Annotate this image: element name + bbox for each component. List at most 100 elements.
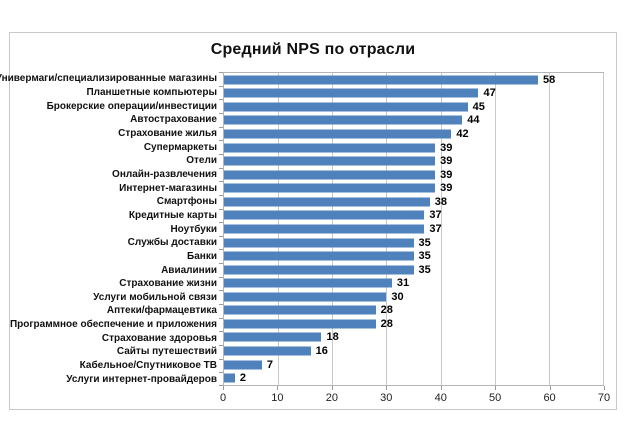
bar bbox=[224, 292, 387, 302]
bar bbox=[224, 305, 376, 315]
category-tick-mark bbox=[219, 236, 223, 237]
bar-row: 35 bbox=[224, 236, 603, 250]
bar-row: 45 bbox=[224, 100, 603, 114]
category-label: Планшетные компьютеры bbox=[86, 86, 217, 98]
gridline bbox=[440, 73, 442, 385]
bar-row: 39 bbox=[224, 141, 603, 155]
bar bbox=[224, 75, 539, 85]
category-label: Аптеки/фармацевтика bbox=[106, 305, 217, 317]
category-label: Услуги интернет-провайдеров bbox=[66, 373, 217, 385]
x-axis-tick-marks bbox=[223, 386, 605, 391]
bar-value-label: 35 bbox=[418, 263, 431, 276]
category-tick-mark bbox=[219, 290, 223, 291]
bar-value-label: 42 bbox=[456, 128, 469, 141]
bar bbox=[224, 346, 311, 356]
bar-row: 39 bbox=[224, 154, 603, 168]
category-label: Службы доставки bbox=[127, 237, 217, 249]
x-tick-mark bbox=[440, 386, 442, 390]
bar-row: 38 bbox=[224, 195, 603, 209]
bar bbox=[224, 88, 479, 98]
bar bbox=[224, 251, 414, 261]
bar-value-label: 30 bbox=[391, 290, 404, 303]
category-label: Страхование жизни bbox=[119, 278, 217, 290]
category-label: Кабельное/Спутниковое ТВ bbox=[79, 360, 217, 372]
bar-value-label: 37 bbox=[429, 222, 442, 235]
x-tick-label: 20 bbox=[325, 392, 338, 404]
category-label: Универмаги/специализированные магазины bbox=[0, 73, 217, 85]
x-tick-mark bbox=[604, 386, 605, 390]
category-label: Услуги мобильной связи bbox=[93, 291, 217, 303]
category-tick-mark bbox=[219, 345, 223, 346]
x-tick-mark bbox=[549, 386, 551, 390]
category-label: Автострахование bbox=[130, 114, 217, 126]
chart-figure: Средний NPS по отрасли Универмаги/специа… bbox=[0, 32, 617, 410]
category-label: Брокерские операции/инвестиции bbox=[46, 100, 217, 112]
x-tick-mark bbox=[386, 386, 388, 390]
gridline bbox=[603, 73, 604, 385]
bar bbox=[224, 224, 425, 234]
category-label: Банки bbox=[187, 250, 217, 262]
category-tick-mark bbox=[219, 113, 223, 114]
x-tick-label: 60 bbox=[543, 392, 556, 404]
bar-value-label: 38 bbox=[434, 195, 447, 208]
bar-row: 30 bbox=[224, 290, 603, 304]
bar-row: 39 bbox=[224, 168, 603, 182]
bar-value-label: 16 bbox=[315, 345, 328, 358]
bar bbox=[224, 156, 436, 166]
x-tick-mark bbox=[331, 386, 333, 390]
bar bbox=[224, 210, 425, 220]
bar-row: 18 bbox=[224, 331, 603, 345]
bar-value-label: 39 bbox=[440, 155, 453, 168]
x-axis-labels: 0 10 20 30 40 50 60 70 bbox=[220, 392, 610, 406]
bar-row: 2 bbox=[224, 371, 603, 385]
bar-value-label: 35 bbox=[418, 250, 431, 263]
category-axis-tick-marks bbox=[219, 72, 223, 387]
bar-row: 47 bbox=[224, 87, 603, 101]
x-tick-mark bbox=[277, 386, 279, 390]
category-tick-mark bbox=[219, 154, 223, 155]
bar-row: 37 bbox=[224, 209, 603, 223]
bar-row: 35 bbox=[224, 263, 603, 277]
bar-value-label: 45 bbox=[472, 100, 485, 113]
category-tick-mark bbox=[219, 372, 223, 373]
bar-value-label: 47 bbox=[483, 87, 496, 100]
category-tick-mark bbox=[219, 86, 223, 87]
bar-value-label: 28 bbox=[380, 317, 393, 330]
category-label: Авиалинии bbox=[161, 264, 217, 276]
bar-row: 28 bbox=[224, 317, 603, 331]
bar bbox=[224, 332, 322, 342]
bar bbox=[224, 183, 436, 193]
gridline bbox=[548, 73, 550, 385]
category-tick-mark bbox=[219, 385, 223, 386]
category-label: Супермаркеты bbox=[143, 141, 217, 153]
category-tick-mark bbox=[219, 168, 223, 169]
bar-row: 58 bbox=[224, 73, 603, 87]
bar-row: 31 bbox=[224, 276, 603, 290]
bar-row: 35 bbox=[224, 249, 603, 263]
bar-rows: 58 47 45 44 42 39 39 39 39 38 37 37 35 35 35 31 30 28 28 18… bbox=[224, 73, 603, 385]
bar-value-label: 58 bbox=[543, 73, 556, 86]
category-tick-mark bbox=[219, 222, 223, 223]
category-tick-mark bbox=[219, 72, 223, 73]
bar bbox=[224, 373, 235, 383]
category-label: Кредитные карты bbox=[128, 209, 217, 221]
category-tick-mark bbox=[219, 140, 223, 141]
category-axis-labels: Универмаги/специализированные магазины Пл… bbox=[0, 72, 217, 386]
bar-value-label: 39 bbox=[440, 141, 453, 154]
bar bbox=[224, 265, 414, 275]
category-label: Сайты путешествий bbox=[116, 346, 217, 358]
category-tick-mark bbox=[219, 331, 223, 332]
bar-row: 37 bbox=[224, 222, 603, 236]
bar-row: 16 bbox=[224, 344, 603, 358]
bar bbox=[224, 170, 436, 180]
bar-value-label: 35 bbox=[418, 236, 431, 249]
bar bbox=[224, 102, 468, 112]
x-tick-label: 40 bbox=[434, 392, 447, 404]
category-label: Программное обеспечение и приложения bbox=[9, 319, 217, 331]
category-tick-mark bbox=[219, 195, 223, 196]
category-tick-mark bbox=[219, 127, 223, 128]
bar bbox=[224, 319, 376, 329]
bar bbox=[224, 360, 262, 370]
bar bbox=[224, 115, 463, 125]
